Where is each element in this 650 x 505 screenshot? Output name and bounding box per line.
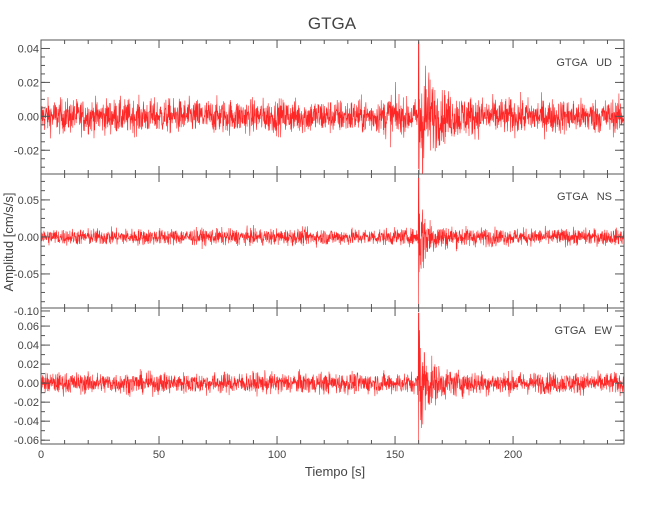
y-tick-label: 0.05 <box>18 195 39 207</box>
x-tick-label: 0 <box>38 449 44 461</box>
y-tick-label: 0.04 <box>18 43 39 55</box>
panel-2: -0.06 -0.04 -0.02 0.00 0.02 0.04 0.06 GTGA EW <box>14 307 625 447</box>
y-tick-label: 0.02 <box>18 359 39 371</box>
y-tick-label: -0.10 <box>14 306 39 318</box>
trace-line <box>40 312 625 443</box>
y-tick-label: -0.06 <box>14 435 39 447</box>
x-tick-label: 50 <box>153 449 165 461</box>
x-tick-label: 100 <box>268 449 286 461</box>
station-label: GTGA EW <box>555 325 613 337</box>
y-tick-label: -0.04 <box>14 416 39 428</box>
panel-1: -0.10 -0.05 0.00 0.05 GTGA NS <box>14 173 625 318</box>
x-axis-label: Tiempo [s] <box>305 464 365 479</box>
y-tick-label: -0.02 <box>14 397 39 409</box>
x-tick-label: 200 <box>504 449 522 461</box>
trace-line <box>40 177 625 308</box>
y-tick-label: 0.06 <box>18 321 39 333</box>
y-tick-label: -0.02 <box>14 145 39 157</box>
y-tick-label: 0.00 <box>18 378 39 390</box>
panel-frame <box>40 173 625 309</box>
panel-frame <box>40 307 625 445</box>
y-tick-label: 0.02 <box>18 77 39 89</box>
y-axis-label: Amplitud [cm/s/s] <box>1 193 16 292</box>
y-tick-label: -0.05 <box>14 269 39 281</box>
station-label: GTGA UD <box>556 57 612 69</box>
trace-line <box>40 41 625 175</box>
y-tick-label: 0.04 <box>18 340 39 352</box>
y-tick-label: 0.00 <box>18 111 39 123</box>
y-tick-label: 0.00 <box>18 232 39 244</box>
panel-0: -0.02 0.00 0.02 0.04 GTGA UD <box>14 39 625 175</box>
station-label: GTGA NS <box>557 191 612 203</box>
x-tick-label: 150 <box>386 449 404 461</box>
chart-title: GTGA <box>308 14 357 33</box>
